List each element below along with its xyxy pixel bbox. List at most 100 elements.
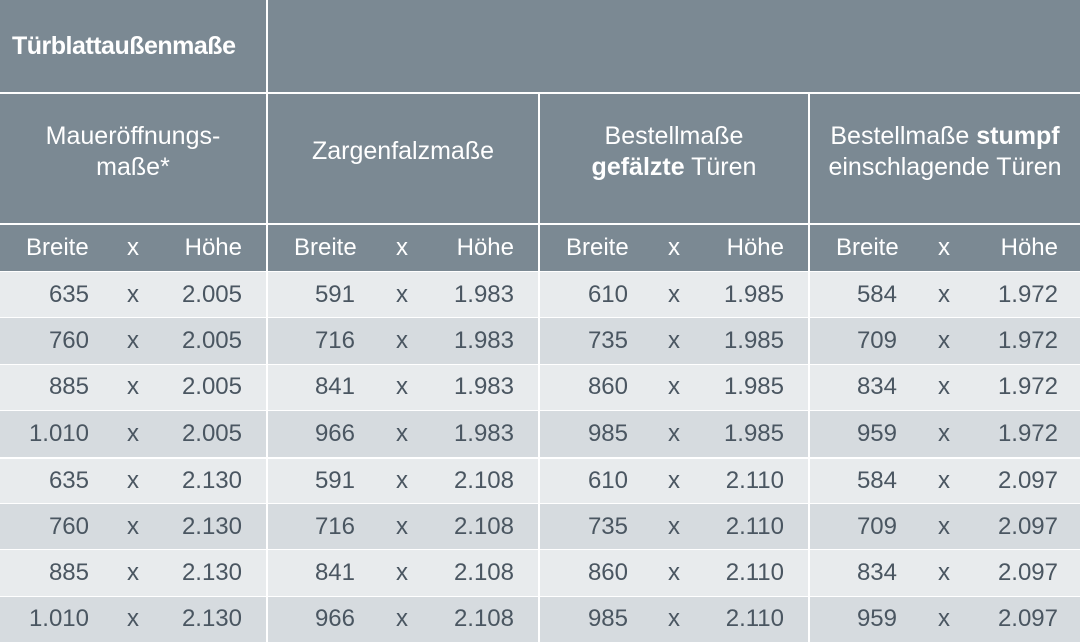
- row-group: 841 x 1.983: [268, 365, 540, 410]
- column-header-height: Höhe: [716, 225, 810, 271]
- column-header-row: Breite x Höhe Breite x Höhe Breite x Höhe Breite x…: [0, 225, 1080, 271]
- cell-height: 2.130: [173, 597, 268, 642]
- cell-width: 635: [0, 459, 93, 503]
- row-group: 885 x 2.005: [0, 365, 268, 410]
- column-header-height: Höhe: [445, 225, 540, 271]
- row-group: 1.010 x 2.130: [0, 597, 268, 642]
- cell-height: 2.097: [987, 504, 1080, 549]
- cell-x: x: [359, 550, 445, 595]
- column-header-height: Höhe: [173, 225, 268, 271]
- cell-height: 1.983: [445, 272, 540, 317]
- cell-height: 1.972: [987, 272, 1080, 317]
- group-header-order-flush: Bestellmaße stumpf einschlagende Türen: [810, 94, 1080, 223]
- cell-height: 2.130: [173, 504, 268, 549]
- row-group: 735 x 1.985: [540, 318, 810, 363]
- cell-x: x: [359, 365, 445, 410]
- row-group: 959 x 1.972: [810, 411, 1080, 456]
- column-header-width: Breite: [0, 225, 93, 271]
- row-group: 985 x 2.110: [540, 597, 810, 642]
- cell-width: 610: [540, 272, 632, 317]
- cell-width: 709: [810, 318, 901, 363]
- row-group: 966 x 2.108: [268, 597, 540, 642]
- cell-height: 2.097: [987, 550, 1080, 595]
- table-title: Türblattaußenmaße: [12, 32, 235, 61]
- table-title-cell: Türblattaußenmaße: [0, 0, 268, 92]
- cell-height: 2.108: [445, 459, 540, 503]
- table-title-spacer: [268, 0, 1080, 92]
- column-header-height: Höhe: [987, 225, 1080, 271]
- column-header-group: Breite x Höhe: [268, 225, 540, 271]
- group-label-line: einschlagende Türen: [828, 153, 1061, 181]
- cell-width: 635: [0, 272, 93, 317]
- cell-x: x: [901, 365, 987, 410]
- cell-width: 860: [540, 365, 632, 410]
- group-header-order-rebated: Bestellmaße gefälzte Türen: [540, 94, 810, 223]
- cell-width: 610: [540, 459, 632, 503]
- cell-width: 959: [810, 411, 901, 456]
- row-group: 716 x 2.108: [268, 504, 540, 549]
- column-header-group: Breite x Höhe: [540, 225, 810, 271]
- row-group: 885 x 2.130: [0, 550, 268, 595]
- cell-x: x: [93, 550, 173, 595]
- table-row: 885 x 2.130 841 x 2.108 860 x 2.110 834 x 2.097: [0, 549, 1080, 595]
- cell-width: 591: [268, 459, 359, 503]
- cell-width: 591: [268, 272, 359, 317]
- cell-x: x: [901, 318, 987, 363]
- cell-width: 885: [0, 365, 93, 410]
- column-header-x: x: [632, 225, 716, 271]
- cell-width: 735: [540, 318, 632, 363]
- cell-width: 760: [0, 318, 93, 363]
- row-group: 610 x 2.110: [540, 459, 810, 503]
- cell-width: 834: [810, 550, 901, 595]
- cell-x: x: [93, 365, 173, 410]
- cell-x: x: [359, 411, 445, 456]
- row-group: 591 x 2.108: [268, 459, 540, 503]
- table-row: 635 x 2.005 591 x 1.983 610 x 1.985 584 x 1.972: [0, 271, 1080, 317]
- cell-width: 1.010: [0, 411, 93, 456]
- group-label-line: maße*: [96, 153, 170, 181]
- cell-height: 2.110: [716, 504, 810, 549]
- cell-height: 2.110: [716, 459, 810, 503]
- table-row: 760 x 2.005 716 x 1.983 735 x 1.985 709 x 1.972: [0, 317, 1080, 363]
- cell-width: 709: [810, 504, 901, 549]
- cell-height: 1.972: [987, 365, 1080, 410]
- cell-x: x: [632, 597, 716, 642]
- cell-height: 1.983: [445, 318, 540, 363]
- cell-height: 2.108: [445, 550, 540, 595]
- cell-x: x: [901, 550, 987, 595]
- group-header-frame-rebate: Zargenfalzmaße: [268, 94, 540, 223]
- column-header-x: x: [359, 225, 445, 271]
- cell-x: x: [359, 459, 445, 503]
- cell-height: 2.110: [716, 597, 810, 642]
- cell-width: 1.010: [0, 597, 93, 642]
- cell-x: x: [632, 365, 716, 410]
- group-label-line: Maueröffnungs-: [46, 122, 221, 150]
- row-group: 709 x 1.972: [810, 318, 1080, 363]
- cell-width: 735: [540, 504, 632, 549]
- table-row: 1.010 x 2.005 966 x 1.983 985 x 1.985 959 x 1.972: [0, 410, 1080, 456]
- cell-width: 716: [268, 504, 359, 549]
- cell-x: x: [901, 504, 987, 549]
- cell-x: x: [359, 272, 445, 317]
- group-label-bold: gefälzte: [592, 153, 685, 181]
- cell-height: 2.005: [173, 411, 268, 456]
- column-header-width: Breite: [810, 225, 901, 271]
- row-group: 959 x 2.097: [810, 597, 1080, 642]
- row-group: 709 x 2.097: [810, 504, 1080, 549]
- cell-height: 1.972: [987, 318, 1080, 363]
- column-header-group: Breite x Höhe: [810, 225, 1080, 271]
- row-group: 834 x 2.097: [810, 550, 1080, 595]
- cell-width: 760: [0, 504, 93, 549]
- cell-x: x: [93, 318, 173, 363]
- row-group: 635 x 2.005: [0, 272, 268, 317]
- cell-height: 2.097: [987, 597, 1080, 642]
- row-group: 860 x 2.110: [540, 550, 810, 595]
- table-row: 885 x 2.005 841 x 1.983 860 x 1.985 834 x 1.972: [0, 364, 1080, 410]
- cell-width: 959: [810, 597, 901, 642]
- cell-width: 584: [810, 459, 901, 503]
- cell-width: 985: [540, 411, 632, 456]
- row-group: 584 x 1.972: [810, 272, 1080, 317]
- cell-x: x: [901, 411, 987, 456]
- cell-x: x: [359, 504, 445, 549]
- cell-height: 1.985: [716, 318, 810, 363]
